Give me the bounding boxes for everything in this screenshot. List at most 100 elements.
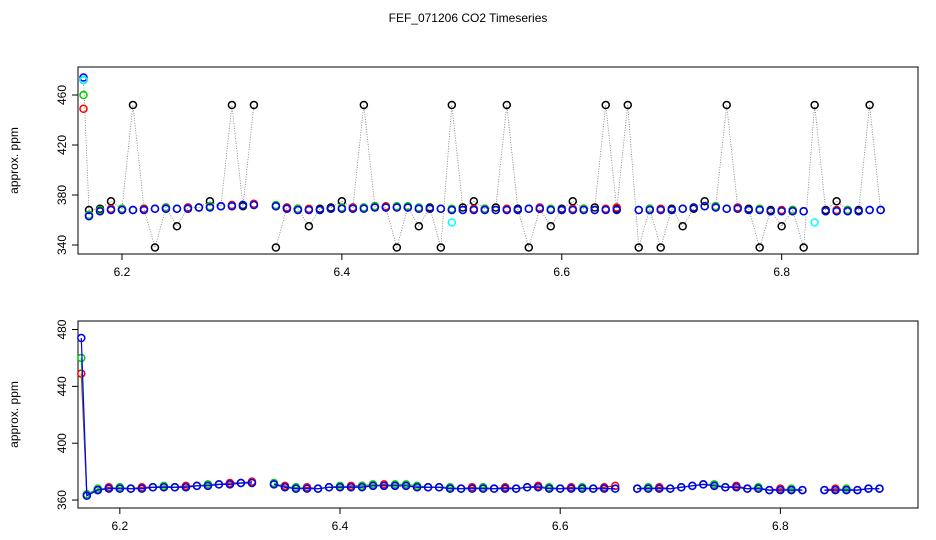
data-point: [655, 484, 664, 493]
data-point: [271, 243, 281, 252]
data-point: [150, 243, 160, 252]
data-point: [469, 205, 479, 215]
data-point: [555, 484, 565, 493]
data-point: [227, 202, 237, 211]
data-point: [445, 484, 455, 493]
data-point: [546, 222, 556, 231]
data-point: [678, 204, 687, 213]
data-point: [436, 204, 446, 213]
data-point: [599, 484, 609, 493]
data-point: [79, 75, 88, 85]
data-point: [414, 204, 424, 213]
data-point: [238, 200, 248, 210]
y-tick-label: 340: [55, 235, 69, 255]
data-point: [732, 483, 741, 492]
data-point: [577, 484, 587, 493]
series-line: [83, 79, 882, 250]
data-point: [326, 204, 336, 213]
data-point: [82, 491, 92, 501]
data-point: [733, 204, 742, 213]
data-point: [447, 218, 457, 227]
data-point: [722, 100, 731, 110]
data-point: [875, 484, 884, 493]
data-point: [170, 483, 180, 492]
data-point: [337, 204, 347, 213]
data-point: [194, 203, 204, 212]
data-point: [544, 484, 554, 493]
series-line: [80, 338, 880, 497]
data-point: [203, 481, 213, 491]
data-point: [77, 333, 86, 343]
data-point: [291, 484, 301, 493]
data-point: [225, 480, 235, 489]
data-point: [689, 203, 698, 212]
data-point: [401, 481, 411, 491]
data-point: [776, 485, 785, 495]
data-point: [359, 100, 369, 110]
data-point: [522, 483, 532, 492]
y-tick-label: 360: [55, 490, 69, 510]
data-point: [656, 205, 665, 215]
data-point: [313, 484, 323, 493]
data-point: [865, 100, 874, 110]
data-point: [711, 203, 720, 212]
data-point: [612, 203, 621, 212]
data-point: [700, 202, 709, 211]
data-point: [128, 100, 138, 110]
data-point: [335, 483, 345, 492]
data-point: [392, 203, 402, 212]
plot-frame: [77, 320, 919, 509]
data-point: [502, 100, 512, 110]
data-point: [282, 204, 292, 213]
data-point: [181, 483, 191, 492]
data-point: [381, 203, 391, 212]
y-tick-label: 400: [55, 433, 69, 453]
figure-title: FEF_071206 CO2 Timeseries: [389, 11, 548, 25]
data-point: [610, 484, 620, 493]
data-point: [864, 484, 873, 493]
data-point: [876, 205, 885, 215]
y-axis-label: approx. ppm: [7, 127, 21, 194]
data-point: [810, 100, 819, 110]
data-point: [236, 478, 246, 488]
data-point: [754, 484, 763, 493]
data-point: [93, 485, 103, 495]
x-tick-label: 6.2: [111, 519, 128, 533]
data-point: [568, 197, 578, 206]
data-point: [434, 483, 444, 492]
data-point: [161, 204, 171, 213]
data-point: [535, 204, 545, 213]
data-point: [150, 204, 160, 213]
x-tick-label: 6.6: [553, 265, 570, 279]
data-point: [821, 207, 830, 216]
data-point: [117, 205, 127, 215]
data-point: [721, 483, 730, 492]
data-point: [84, 212, 94, 221]
data-point: [865, 205, 874, 215]
data-point: [458, 205, 468, 215]
data-point: [832, 197, 841, 206]
data-point: [456, 484, 466, 493]
data-point: [379, 481, 389, 491]
data-point: [590, 203, 600, 212]
data-point: [159, 483, 169, 492]
data-point: [766, 207, 775, 216]
data-point: [601, 205, 610, 215]
data-point: [324, 483, 334, 492]
data-point: [688, 481, 697, 491]
data-point: [115, 484, 125, 493]
data-point: [139, 205, 149, 215]
data-point: [214, 480, 224, 489]
data-point: [172, 204, 182, 213]
y-tick-label: 480: [55, 319, 69, 339]
data-point: [798, 485, 807, 495]
data-point: [645, 205, 654, 215]
data-point: [183, 204, 193, 213]
data-point: [755, 205, 764, 215]
data-point: [820, 485, 829, 495]
data-point: [777, 222, 786, 231]
data-point: [601, 100, 610, 110]
data-point: [500, 484, 510, 493]
